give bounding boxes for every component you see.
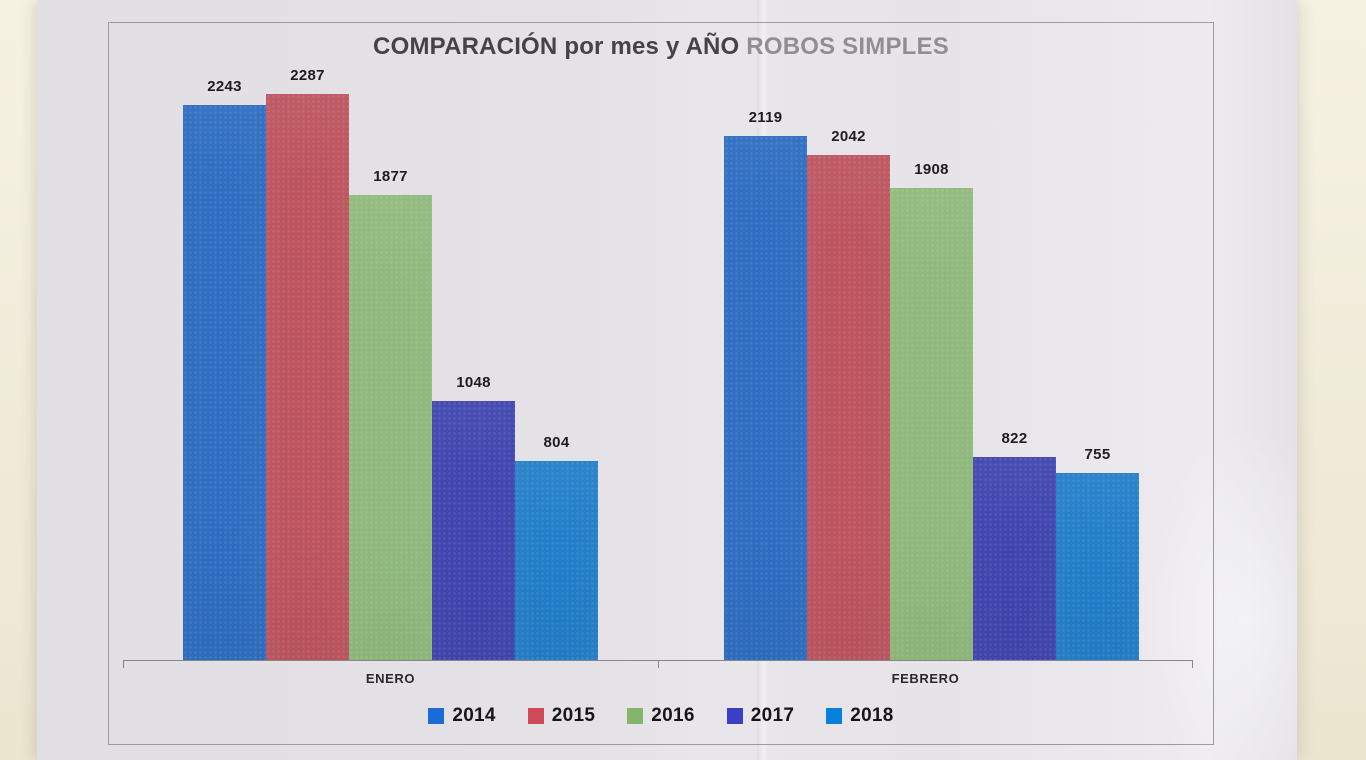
chart-title-main: COMPARACIÓN por mes y AÑO xyxy=(373,33,740,60)
bar-febrero-2014 xyxy=(724,136,807,660)
chart-title-suffix: ROBOS SIMPLES xyxy=(746,33,949,60)
axis-tick-right xyxy=(1192,661,1193,668)
legend-item-2016: 2016 xyxy=(627,705,694,727)
legend-swatch-2016 xyxy=(627,708,644,724)
bar-value-label-febrero-2015: 2042 xyxy=(831,128,866,145)
legend-swatch-2014 xyxy=(428,708,445,724)
bar-enero-2018 xyxy=(515,461,598,660)
bar-value-label-febrero-2014: 2119 xyxy=(748,109,783,126)
bar-value-label-enero-2016: 1877 xyxy=(373,168,408,185)
axis-tick-left xyxy=(123,661,124,668)
category-label-enero: ENERO xyxy=(365,671,416,686)
bar-value-label-enero-2015: 2287 xyxy=(290,67,325,84)
chart-legend: 2014 2015 2016 2017 2018 xyxy=(109,705,1213,727)
bar-value-label-enero-2014: 2243 xyxy=(207,78,242,95)
bar-value-label-febrero-2017: 822 xyxy=(1001,430,1028,447)
legend-item-2018: 2018 xyxy=(826,705,893,727)
photographed-paper: COMPARACIÓN por mes y AÑO ROBOS SIMPLES … xyxy=(37,0,1297,760)
axis-tick-middle xyxy=(658,661,659,668)
bar-value-label-febrero-2016: 1908 xyxy=(914,161,949,178)
legend-label-2017: 2017 xyxy=(750,705,795,726)
bar-enero-2014 xyxy=(183,105,266,660)
legend-item-2015: 2015 xyxy=(527,705,596,727)
bar-value-label-febrero-2018: 755 xyxy=(1084,446,1111,463)
legend-label-2015: 2015 xyxy=(551,705,596,726)
legend-item-2017: 2017 xyxy=(726,705,795,727)
bar-value-label-enero-2018: 804 xyxy=(543,434,570,451)
legend-label-2018: 2018 xyxy=(850,705,894,726)
legend-swatch-2018 xyxy=(826,708,843,724)
bar-enero-2016 xyxy=(349,195,432,660)
bar-febrero-2018 xyxy=(1056,473,1139,660)
chart-title: COMPARACIÓN por mes y AÑO ROBOS SIMPLES xyxy=(109,33,1213,61)
bar-value-label-enero-2017: 1048 xyxy=(456,374,491,391)
x-axis xyxy=(123,660,1193,669)
bar-febrero-2017 xyxy=(973,457,1056,660)
legend-swatch-2017 xyxy=(726,708,743,724)
legend-item-2014: 2014 xyxy=(428,705,495,727)
bar-enero-2017 xyxy=(432,401,515,660)
legend-label-2016: 2016 xyxy=(651,705,695,726)
category-label-febrero: FEBRERO xyxy=(891,671,960,686)
bar-enero-2015 xyxy=(266,94,349,660)
chart-frame: COMPARACIÓN por mes y AÑO ROBOS SIMPLES … xyxy=(108,22,1214,745)
legend-swatch-2015 xyxy=(527,708,544,724)
bar-febrero-2015 xyxy=(807,155,890,660)
bar-febrero-2016 xyxy=(890,188,973,660)
legend-label-2014: 2014 xyxy=(452,705,496,726)
plot-area: 2243 2287 1877 1048 804 2119 2042 1908 822 755 xyxy=(109,23,1213,744)
